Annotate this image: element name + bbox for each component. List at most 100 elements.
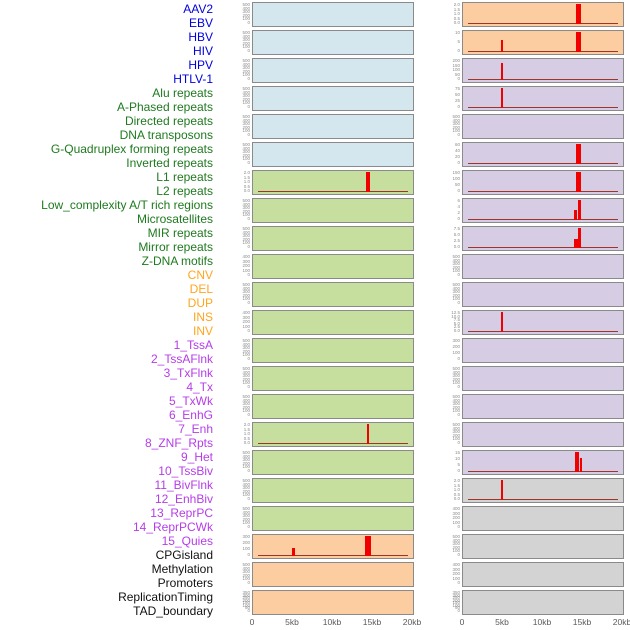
track-label-7-enh: 7_Enh — [178, 422, 213, 436]
y-tick-label: 1.5 — [453, 482, 460, 488]
track-row-a-phased-repeats: 0 100 200 300 400 500 — [214, 198, 414, 226]
y-tick-label: 300 — [242, 592, 250, 598]
y-tick-label: 400 — [242, 341, 250, 347]
track-row-replicationtiming: 0 100 200 300 400 — [424, 562, 624, 590]
y-tick-label: 0 — [247, 76, 250, 81]
y-tick-label: 0 — [247, 412, 250, 417]
y-tick-label: 2.0 — [243, 422, 250, 427]
track-label-mirror-repeats: Mirror repeats — [138, 240, 213, 254]
track-plot-11-bivflnk — [462, 338, 624, 363]
y-tick-label: 0 — [247, 104, 250, 109]
track-row-z-dna-motifs: 0 100 200 300 400 500 — [214, 506, 414, 534]
track-row-del: 0 100 200 300 400 500 — [214, 562, 414, 590]
y-tick-label: 250 — [452, 595, 460, 601]
plot-column-right: 0.0 0.5 1.0 1.5 2.0 0 5 10 0 50 100 150 200 0 25 50 75 0 1… — [424, 2, 624, 618]
y-tick-label: 0 — [457, 580, 460, 585]
y-tick-label: 200 — [242, 236, 250, 242]
y-tick-label: 150 — [452, 62, 460, 68]
signal-peak — [575, 452, 580, 472]
track-label-3-txflnk: 3_TxFlnk — [163, 366, 213, 380]
track-plot-del — [252, 562, 414, 587]
track-row-inv: 0 5 10 — [424, 30, 624, 58]
track-label-cpgisland: CPGisland — [155, 548, 213, 562]
y-tick-label: 0 — [247, 132, 250, 137]
y-tick-label: 0.0 — [453, 20, 460, 25]
y-tick-label: 400 — [452, 397, 460, 403]
signal-peak — [580, 458, 583, 472]
track-plot-inv — [462, 30, 624, 55]
y-tick-label: 300 — [242, 258, 250, 264]
y-tick-label: 300 — [242, 289, 250, 295]
y-tick-label: 0 — [247, 272, 250, 277]
y-tick-label: 100 — [452, 519, 460, 525]
y-tick-label: 100 — [242, 100, 250, 106]
y-tick-label: 300 — [452, 338, 460, 343]
y-tick-label: 200 — [242, 208, 250, 214]
y-tick-label: 200 — [452, 264, 460, 270]
signal-baseline — [467, 330, 619, 332]
track-plot-9-het — [462, 282, 624, 307]
y-tick-label: 0 — [247, 300, 250, 305]
y-tick-label: 1.0 — [453, 11, 460, 16]
y-tick-label: 50 — [454, 92, 460, 97]
y-tick-label: 100 — [242, 380, 250, 386]
y-tick-label: 150 — [452, 170, 460, 175]
track-plot-dup — [252, 590, 414, 615]
track-label-hpv: HPV — [188, 58, 213, 72]
track-label-replicationtiming: ReplicationTiming — [118, 590, 213, 604]
track-label-list: AAV2 EBV HBV HIV HPV HTLV-1 Alu repeats A-Phase… — [0, 2, 213, 618]
track-row-4-tx: 0 20 40 60 — [424, 142, 624, 170]
y-tick-label: 200 — [452, 432, 460, 438]
y-tick-label: 300 — [452, 510, 460, 516]
y-tick-label: 400 — [242, 453, 250, 459]
track-row-tad-boundary: 0 50 100 150 200 250 300 350 — [424, 590, 624, 618]
track-row-9-het: 0 100 200 300 400 500 — [424, 282, 624, 310]
track-row-microsatellites: 0.0 0.5 1.0 1.5 2.0 — [214, 422, 414, 450]
y-tick-label: 100 — [452, 128, 460, 134]
track-label-cnv: CNV — [187, 268, 213, 282]
track-plot-replicationtiming — [462, 562, 624, 587]
y-tick-label: 200 — [242, 124, 250, 130]
y-tick-label: 100 — [452, 602, 460, 608]
y-tick-label: 400 — [242, 254, 250, 259]
y-tick-label: 300 — [242, 314, 250, 320]
y-tick-label: 2 — [457, 210, 460, 215]
y-tick-label: 100 — [452, 548, 460, 554]
y-tick-label: 100 — [452, 296, 460, 302]
track-label-low-complexity-a-t-rich-regions: Low_complexity A/T rich regions — [41, 198, 213, 212]
track-row-l1-repeats: 0 100 200 300 400 500 — [214, 338, 414, 366]
y-tick-label: 500 — [452, 366, 460, 371]
y-tick-label: 2.0 — [243, 170, 250, 175]
y-tick-label: 0.5 — [453, 15, 460, 21]
track-label-10-tssbiv: 10_TssBiv — [158, 464, 213, 478]
track-plot-g-quadruplex-forming-repeats — [252, 282, 414, 307]
y-tick-label: 200 — [242, 540, 250, 545]
y-tick-label: 100 — [452, 575, 460, 581]
track-label-8-znf-rpts: 8_ZNF_Rpts — [144, 436, 213, 450]
track-plot-3-txflnk — [462, 114, 624, 139]
track-label-12-enhbiv: 12_EnhBiv — [154, 492, 213, 506]
y-tick-label: 200 — [242, 376, 250, 382]
track-plot-cpgisland — [462, 478, 624, 503]
track-label-13-reprpc: 13_ReprPC — [150, 506, 213, 520]
y-tick-label: 1.5 — [453, 6, 460, 12]
y-tick-label: 100 — [452, 408, 460, 414]
y-tick-label: 100 — [452, 350, 460, 355]
track-label-l1-repeats: L1 repeats — [156, 170, 213, 184]
signal-peak — [501, 63, 504, 80]
track-plot-htlv-1 — [252, 142, 414, 167]
signal-peak — [501, 40, 504, 52]
track-plot-directed-repeats — [252, 226, 414, 251]
y-tick-label: 200 — [242, 319, 250, 324]
signal-baseline — [257, 190, 409, 192]
y-tick-label: 300 — [452, 429, 460, 435]
signal-baseline — [467, 470, 619, 472]
y-tick-label: 0 — [457, 608, 460, 613]
y-tick-label: 100 — [242, 267, 250, 273]
track-label-del: DEL — [189, 282, 213, 296]
y-tick-label: 0 — [457, 356, 460, 361]
y-tick-label: 400 — [242, 481, 250, 487]
track-label-mir-repeats: MIR repeats — [147, 226, 213, 240]
y-tick-label: 300 — [242, 233, 250, 239]
track-label-dna-transposons: DNA transposons — [119, 128, 213, 142]
